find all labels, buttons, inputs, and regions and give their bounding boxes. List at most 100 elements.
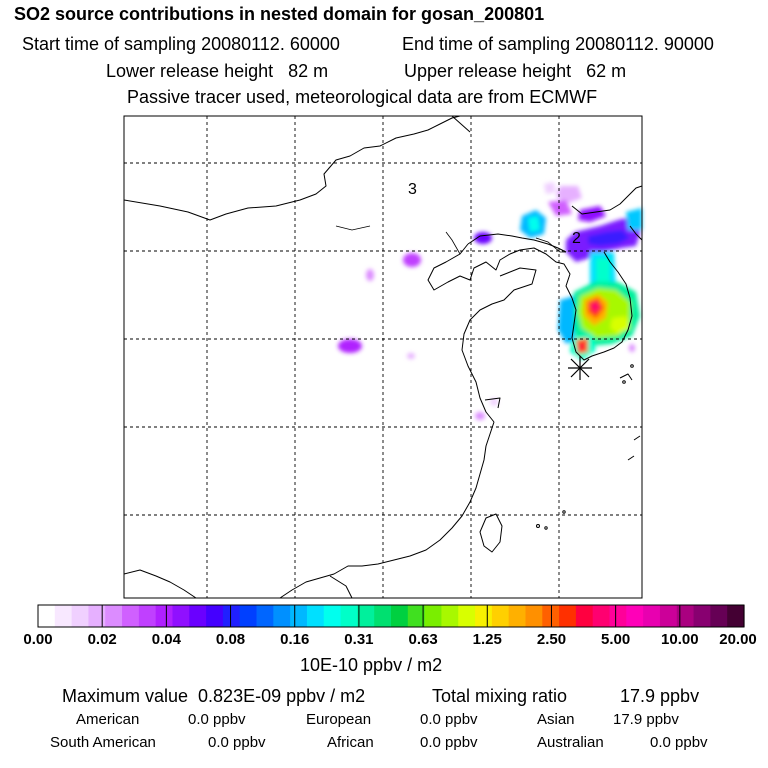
colorbar-swatch bbox=[256, 605, 274, 627]
colorbar-swatch bbox=[727, 605, 745, 627]
colorbar-tick-label: 10.00 bbox=[661, 631, 699, 648]
colorbar-swatch bbox=[88, 605, 106, 627]
colorbar-swatch bbox=[374, 605, 392, 627]
colorbar-frame bbox=[37, 604, 745, 628]
plume-korea-east bbox=[610, 316, 630, 334]
colorbar-swatch bbox=[306, 605, 325, 627]
colorbar-tick-label: 0.31 bbox=[344, 631, 374, 648]
colorbar-swatch bbox=[273, 605, 291, 627]
tracer-note: Passive tracer used, meteorological data… bbox=[127, 87, 598, 107]
colorbar-swatch bbox=[71, 605, 90, 627]
colorbar-tick-label: 2.50 bbox=[536, 631, 567, 648]
lower-height-label: Lower release height 82 m bbox=[106, 61, 329, 81]
colorbar-swatch bbox=[391, 605, 409, 627]
colorbar-swatch bbox=[155, 605, 174, 627]
colorbar-swatch bbox=[693, 605, 711, 627]
colorbar-tick-label: 20.00 bbox=[719, 631, 757, 648]
colorbar-swatch bbox=[710, 605, 728, 627]
region-african-name: African bbox=[327, 734, 374, 751]
colorbar-swatch bbox=[172, 605, 190, 627]
plume-band-ne bbox=[626, 208, 642, 230]
colorbar-tick-label: 0.16 bbox=[280, 631, 310, 648]
colorbar-swatch bbox=[290, 605, 308, 627]
colorbar-swatch bbox=[592, 605, 611, 627]
colorbar-tick-label: 5.00 bbox=[601, 631, 631, 648]
total-mixing-value: 17.9 ppbv bbox=[620, 686, 700, 706]
plume-tube-inner bbox=[596, 258, 610, 286]
grid-lines bbox=[124, 116, 642, 598]
plume-korea-se-small bbox=[629, 344, 635, 352]
max-value-label: Maximum value 0.823E-09 ppbv / m2 bbox=[62, 686, 366, 706]
region-south-american-value: 0.0 ppbv bbox=[208, 734, 266, 751]
coastlines bbox=[123, 115, 643, 599]
region-asian-value: 17.9 ppbv bbox=[613, 711, 679, 728]
upper-height-label: Upper release height 62 m bbox=[404, 61, 627, 81]
plume-band-core bbox=[588, 230, 630, 246]
plume-north-small bbox=[544, 182, 556, 194]
receptor-marker bbox=[568, 356, 592, 380]
region-african-value: 0.0 ppbv bbox=[420, 734, 478, 751]
region-european-name: European bbox=[306, 711, 372, 728]
plume-korea-south-peak bbox=[578, 342, 585, 350]
colorbar-swatch bbox=[475, 605, 493, 627]
colorbar-swatch bbox=[626, 605, 644, 627]
colorbar-tick-label: 0.08 bbox=[215, 631, 246, 648]
colorbar-swatch bbox=[458, 605, 476, 627]
colorbar-swatch bbox=[676, 605, 695, 627]
plume-hebei bbox=[403, 253, 421, 267]
colorbar-swatch bbox=[659, 605, 678, 627]
region-asian-name: Asian bbox=[537, 711, 575, 728]
colorbar-swatch bbox=[643, 605, 661, 627]
colorbar-swatch bbox=[340, 605, 358, 627]
colorbar-swatch bbox=[525, 605, 543, 627]
plume-shandong bbox=[407, 353, 415, 359]
colorbar-swatch bbox=[357, 605, 375, 627]
colorbar-swatch bbox=[559, 605, 577, 627]
region-american-value: 0.0 ppbv bbox=[188, 711, 246, 728]
total-mixing-label: Total mixing ratio bbox=[432, 686, 568, 706]
plume-shanghai bbox=[490, 398, 498, 406]
colorbar-tick-label: 0.04 bbox=[151, 631, 181, 648]
plume-sw-edge bbox=[558, 296, 574, 344]
plume-korea-peak bbox=[590, 302, 600, 313]
colorbar-swatch bbox=[407, 605, 426, 627]
colorbar-swatch bbox=[491, 605, 510, 627]
region-south-american-name: South American bbox=[50, 734, 156, 751]
colorbar-swatch bbox=[441, 605, 459, 627]
colorbar-tick-label: 0.00 bbox=[23, 631, 53, 648]
region-australian-value: 0.0 ppbv bbox=[650, 734, 708, 751]
colorbar-swatch bbox=[239, 605, 258, 627]
borders bbox=[335, 225, 566, 255]
colorbar bbox=[38, 605, 745, 627]
plume-north-pink bbox=[556, 186, 582, 204]
colorbar-swatch bbox=[54, 605, 73, 627]
colorbar-swatch bbox=[508, 605, 527, 627]
chart-title: SO2 source contributions in nested domai… bbox=[14, 4, 545, 24]
region-american-name: American bbox=[76, 711, 140, 728]
plume-north-cyan-core bbox=[528, 216, 540, 232]
plume-shanxi bbox=[366, 269, 374, 281]
colorbar-swatch bbox=[424, 605, 443, 627]
plume-jiangsu bbox=[475, 412, 485, 420]
colorbar-swatch bbox=[189, 605, 207, 627]
islands bbox=[536, 364, 634, 530]
colorbar-swatch bbox=[105, 605, 123, 627]
region-australian-name: Australian bbox=[537, 734, 604, 751]
plume-north-violet bbox=[548, 200, 572, 216]
colorbar-swatch bbox=[609, 605, 627, 627]
plume-henan bbox=[338, 339, 362, 353]
start-time-label: Start time of sampling 20080112. 60000 bbox=[22, 34, 340, 54]
end-time-label: End time of sampling 20080112. 90000 bbox=[402, 34, 714, 54]
colorbar-swatch bbox=[38, 605, 56, 627]
region-label-2: 2 bbox=[572, 230, 581, 247]
map-frame bbox=[123, 115, 643, 599]
colorbar-tick-label: 1.25 bbox=[472, 631, 502, 648]
colorbar-tick-label: 0.63 bbox=[408, 631, 438, 648]
colorbar-swatch bbox=[575, 605, 594, 627]
colorbar-swatch bbox=[323, 605, 342, 627]
colorbar-swatch bbox=[138, 605, 157, 627]
region-european-value: 0.0 ppbv bbox=[420, 711, 478, 728]
colorbar-unit: 10E-10 ppbv / m2 bbox=[300, 655, 443, 675]
colorbar-swatch bbox=[222, 605, 241, 627]
